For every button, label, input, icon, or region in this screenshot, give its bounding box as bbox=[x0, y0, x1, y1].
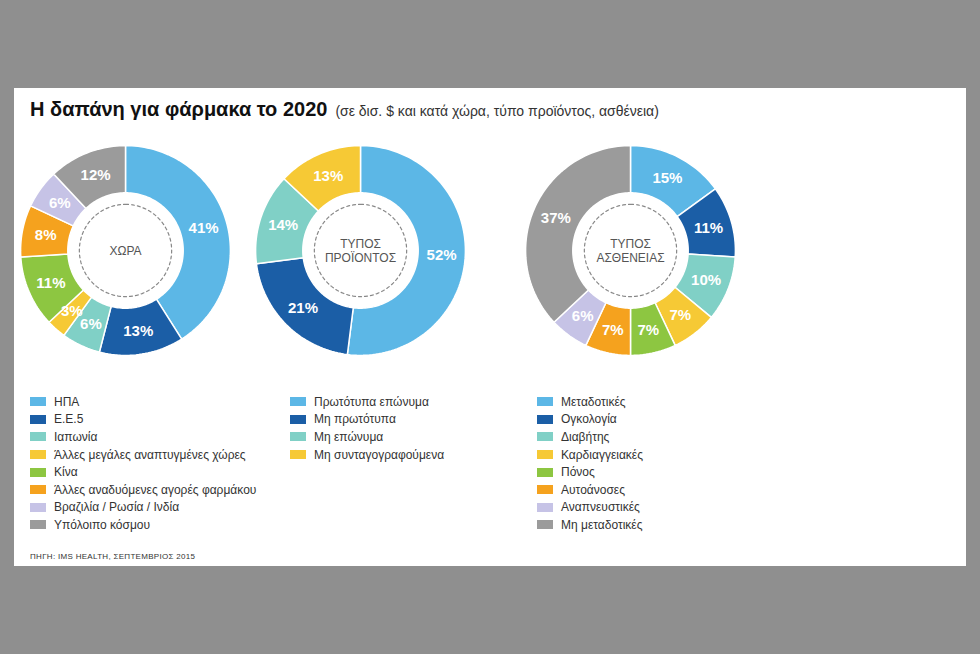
html-text:Μη μεταδοτικές: Μη μεταδοτικές bbox=[561, 518, 643, 532]
svg-text:37%: 37% bbox=[541, 209, 571, 226]
html-text:Η δαπάνη για φάρμακα το 2020 (: Η δαπάνη για φάρμακα το 2020 (σε δισ. $ … bbox=[30, 98, 659, 120]
html-text:Αναπνευστικές: Αναπνευστικές bbox=[561, 500, 640, 515]
html-text:Μη επώνυμα: Μη επώνυμα bbox=[314, 430, 384, 444]
svg-text:10%: 10% bbox=[691, 271, 721, 288]
html-text:Αυτοάνοσες: Αυτοάνοσες bbox=[561, 482, 625, 497]
html-text:Μη πρωτότυπα: Μη πρωτότυπα bbox=[314, 412, 396, 427]
svg-text:7%: 7% bbox=[669, 306, 691, 323]
svg-text:52%: 52% bbox=[427, 246, 457, 263]
html-text:Άλλες μεγάλες αναπτυγμένες χώρ: Άλλες μεγάλες αναπτυγμένες χώρες bbox=[54, 447, 246, 462]
html-text:Ιαπωνία: Ιαπωνία bbox=[54, 430, 98, 444]
svg-text:6%: 6% bbox=[49, 194, 71, 211]
svg-text:41%: 41% bbox=[189, 219, 219, 236]
svg-text:12%: 12% bbox=[81, 166, 111, 183]
svg-text:ΧΩΡΑ: ΧΩΡΑ bbox=[109, 244, 141, 258]
svg-text:14%: 14% bbox=[268, 216, 298, 233]
html-text:Ογκολογία: Ογκολογία bbox=[561, 412, 617, 427]
svg-text:11%: 11% bbox=[694, 219, 723, 236]
html-text:Διαβήτης: Διαβήτης bbox=[561, 430, 610, 444]
svg-text:21%: 21% bbox=[288, 299, 318, 316]
svg-text:11%: 11% bbox=[36, 274, 65, 291]
svg-text:8%: 8% bbox=[35, 226, 57, 243]
html-text:Μεταδοτικές: Μεταδοτικές bbox=[561, 394, 626, 409]
html-text:Πρωτότυπα επώνυμα: Πρωτότυπα επώνυμα bbox=[314, 394, 429, 409]
html-text:Βραζιλία / Ρωσία / Ινδία: Βραζιλία / Ρωσία / Ινδία bbox=[54, 500, 180, 515]
html-text:Ε.Ε.5: Ε.Ε.5 bbox=[54, 412, 84, 427]
html-text:Κίνα: Κίνα bbox=[54, 465, 78, 480]
html-text:Πόνος: Πόνος bbox=[561, 465, 595, 480]
html-text:Μη συνταγογραφούμενα: Μη συνταγογραφούμενα bbox=[314, 447, 445, 462]
svg-text:13%: 13% bbox=[123, 322, 153, 339]
html-text:Υπόλοιπο κόσμου: Υπόλοιπο κόσμου bbox=[54, 518, 151, 532]
html-text:ΠΗΓΗ: IMS HEALTH, ΣΕΠΤΕΜΒΡΙΟΣ: ΠΗΓΗ: IMS HEALTH, ΣΕΠΤΕΜΒΡΙΟΣ 2015 bbox=[30, 552, 196, 561]
svg-text:15%: 15% bbox=[652, 169, 682, 186]
svg-text:ΤΥΠΟΣΠΡΟΪΟΝΤΟΣ: ΤΥΠΟΣΠΡΟΪΟΝΤΟΣ bbox=[325, 237, 396, 265]
html-text:Καρδιαγγειακές: Καρδιαγγειακές bbox=[561, 447, 643, 462]
svg-text:13%: 13% bbox=[313, 167, 343, 184]
svg-text:3%: 3% bbox=[61, 302, 83, 319]
svg-text:ΤΥΠΟΣΑΣΘΕΝΕΙΑΣ: ΤΥΠΟΣΑΣΘΕΝΕΙΑΣ bbox=[596, 237, 664, 265]
svg-text:7%: 7% bbox=[602, 321, 624, 338]
svg-text:7%: 7% bbox=[637, 321, 659, 338]
html-text:ΗΠΑ: ΗΠΑ bbox=[54, 394, 80, 409]
html-text:Άλλες αναδυόμενες αγορές φαρμά: Άλλες αναδυόμενες αγορές φαρμάκου bbox=[54, 482, 257, 497]
svg-text:6%: 6% bbox=[572, 307, 594, 324]
svg-text:6%: 6% bbox=[80, 315, 102, 332]
